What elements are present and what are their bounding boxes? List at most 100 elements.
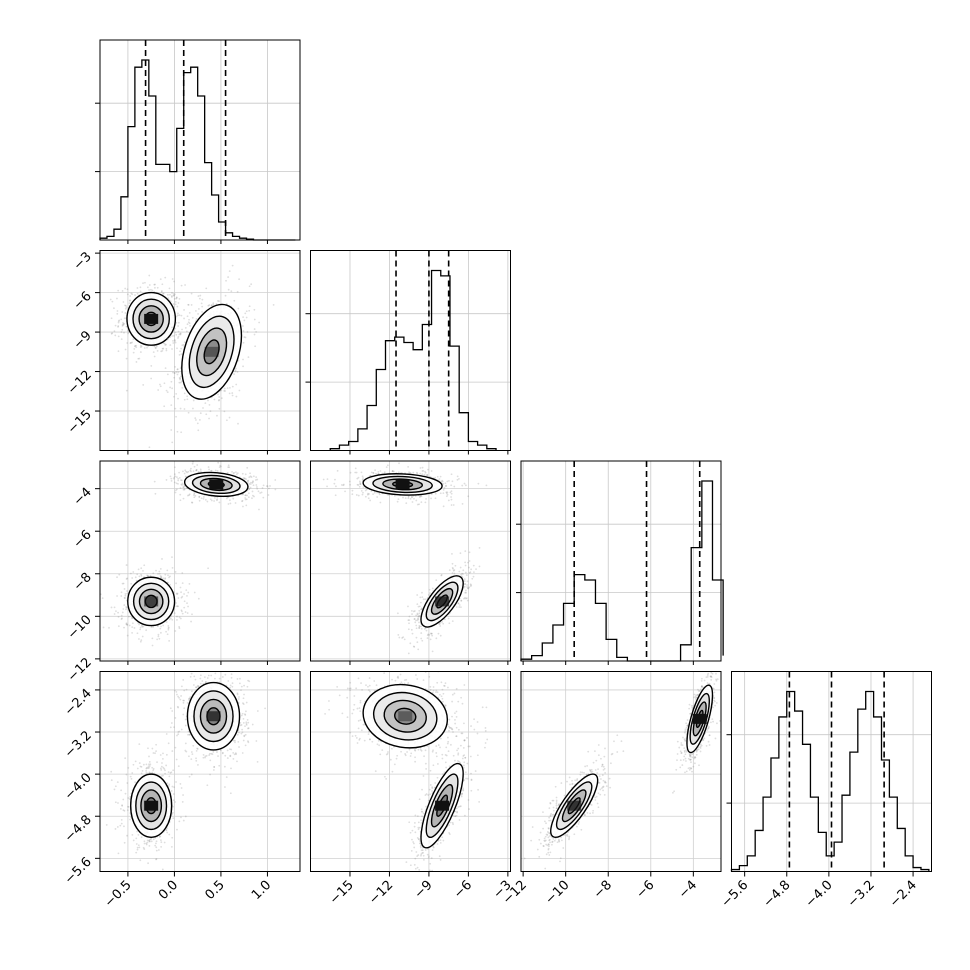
scatter-point [194, 417, 197, 420]
scatter-point [244, 714, 247, 716]
scatter-point [123, 809, 126, 812]
scatter-point [178, 820, 181, 823]
scatter-point [175, 602, 177, 604]
scatter-point [154, 752, 156, 755]
scatter-point [450, 492, 453, 495]
scatter-point [118, 573, 121, 576]
scatter-point [190, 773, 193, 776]
scatter-point [101, 597, 104, 600]
scatter-point [224, 294, 227, 297]
scatter-point [125, 325, 128, 328]
scatter-point [154, 347, 157, 349]
scatter-point [467, 587, 470, 590]
scatter-point [411, 501, 414, 503]
scatter-point [135, 344, 138, 347]
scatter-point [247, 679, 249, 682]
scatter-point [183, 707, 186, 710]
scatter-point [407, 605, 409, 608]
scatter-point [166, 831, 169, 834]
scatter-point [195, 686, 198, 689]
scatter-point [254, 479, 257, 481]
scatter-point [361, 478, 364, 481]
scatter-point [193, 591, 196, 594]
scatter-point [147, 765, 150, 768]
scatter-point [121, 290, 124, 292]
scatter-point [146, 575, 149, 578]
scatter-point [244, 725, 246, 728]
scatter-point [162, 347, 165, 350]
scatter-point [167, 628, 170, 631]
scatter-point [252, 480, 254, 483]
scatter-point [127, 797, 130, 799]
scatter-point [415, 636, 418, 639]
scatter-point [191, 316, 194, 319]
scatter-point [129, 775, 132, 778]
scatter-point [178, 376, 181, 379]
scatter-point [241, 712, 244, 715]
scatter-point [207, 466, 210, 468]
scatter-point [110, 606, 113, 609]
scatter-point [188, 733, 191, 736]
scatter-point [237, 307, 240, 310]
scatter-point [445, 495, 448, 498]
scatter-point [233, 753, 236, 756]
scatter-point [122, 301, 125, 303]
scatter-point [446, 480, 449, 483]
scatter-point [179, 332, 182, 335]
scatter-point [196, 464, 199, 466]
scatter-point [188, 755, 190, 758]
panel-frame [99, 671, 301, 872]
scatter-point [225, 419, 228, 422]
scatter-point [472, 575, 475, 578]
scatter-point [175, 592, 178, 595]
scatter-point [181, 482, 184, 485]
scatter-point [243, 477, 246, 480]
scatter-point [171, 710, 174, 712]
scatter-point [416, 503, 419, 506]
scatter-point [139, 286, 142, 289]
scatter-point [360, 489, 363, 492]
scatter-point [418, 621, 420, 624]
scatter-point [224, 754, 227, 757]
scatter-point [165, 829, 168, 832]
scatter-point [430, 470, 433, 472]
scatter-point [120, 338, 123, 341]
scatter-point [460, 574, 462, 576]
scatter-point [181, 344, 184, 347]
scatter-point [358, 485, 361, 488]
scatter-point [342, 484, 345, 487]
scatter-point [120, 614, 123, 617]
scatter-point [204, 498, 207, 501]
scatter-point [409, 642, 412, 645]
scatter-point [245, 478, 247, 480]
scatter-point [227, 466, 230, 469]
scatter-point [192, 494, 195, 496]
scatter-point [185, 330, 188, 333]
scatter-point [209, 759, 212, 762]
scatter-point [195, 757, 197, 760]
scatter-point [172, 793, 175, 795]
scatter-point [130, 582, 133, 585]
scatter-point [175, 296, 178, 299]
scatter-point [183, 309, 185, 311]
scatter-point [175, 392, 178, 395]
scatter-point [221, 752, 224, 755]
scatter-point [124, 348, 127, 351]
scatter-point [173, 371, 176, 374]
scatter-point [165, 764, 168, 767]
scatter-point [420, 501, 423, 504]
scatter-point [209, 410, 212, 413]
scatter-point [184, 749, 187, 752]
scatter-point [120, 789, 123, 792]
scatter-point [180, 596, 183, 599]
panel-frame [99, 460, 301, 662]
scatter-point [457, 602, 460, 605]
scatter-point [164, 344, 167, 346]
scatter-point [226, 749, 229, 752]
scatter-point [132, 763, 135, 766]
scatter-point [176, 593, 179, 596]
scatter-point [170, 404, 173, 407]
scatter-point [132, 839, 135, 842]
scatter-point [333, 482, 336, 485]
panel-frame [731, 671, 932, 872]
